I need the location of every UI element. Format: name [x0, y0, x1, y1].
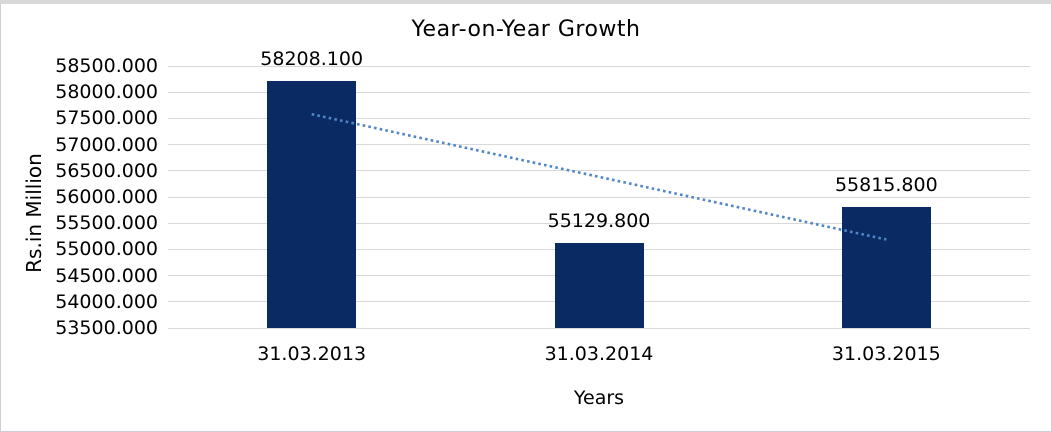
frame-top-edge — [0, 0, 1052, 4]
bar — [554, 242, 644, 328]
x-axis-tick-label: 31.03.2015 — [831, 343, 941, 365]
bar-value-label: 55129.800 — [547, 209, 651, 232]
y-axis-tick-label: 56000.000 — [55, 186, 158, 208]
y-axis-tick-label: 53500.000 — [55, 317, 158, 339]
gridline — [168, 91, 1030, 93]
chart-title: Year-on-Year Growth — [411, 17, 641, 42]
bar — [267, 81, 357, 328]
y-axis-tick-label: 58500.000 — [55, 55, 158, 77]
y-axis-tick-label: 54500.000 — [55, 264, 158, 287]
chart-frame: Year-on-Year Growth Rs.in Million 58500.… — [0, 4, 1052, 432]
y-axis-tick-label: 54000.000 — [55, 290, 158, 313]
y-axis-tick-label: 58000.000 — [55, 81, 158, 104]
gridline — [168, 65, 1030, 67]
x-axis-title: Years — [573, 387, 625, 409]
x-axis-tick-label: 31.03.2013 — [257, 343, 367, 365]
y-axis-tick-label: 56500.000 — [55, 159, 158, 182]
x-axis-tick-label: 31.03.2014 — [544, 343, 654, 365]
y-axis-tick-label: 55500.000 — [55, 212, 158, 235]
bar — [841, 206, 931, 328]
y-axis-tick-label: 55000.000 — [55, 238, 158, 261]
y-axis-tick-label: 57000.000 — [55, 133, 158, 156]
bar-value-label: 55815.800 — [834, 173, 938, 196]
bar-value-label: 58208.100 — [260, 48, 364, 71]
plot-area: 58500.000 58000.000 57500.000 57000.000 5650… — [1, 4, 1051, 431]
gridline — [168, 327, 1030, 329]
y-axis-tick-label: 57500.000 — [55, 107, 158, 130]
